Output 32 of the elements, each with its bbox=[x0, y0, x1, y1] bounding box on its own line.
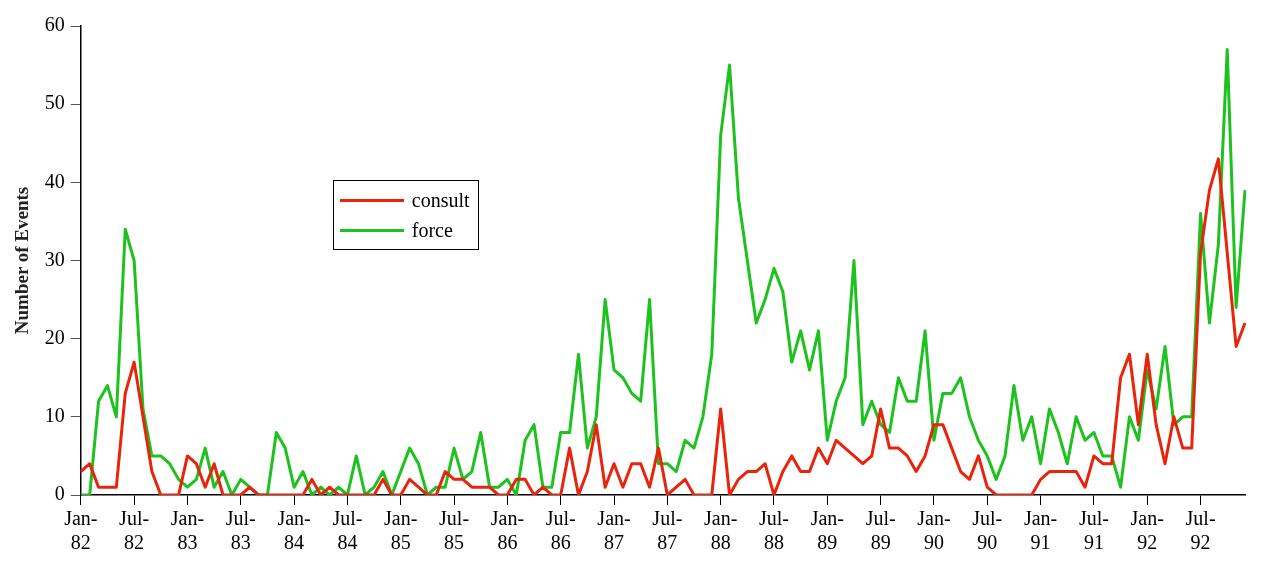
y-tick-label: 60 bbox=[44, 13, 65, 36]
y-tick-label: 50 bbox=[44, 91, 65, 114]
y-tick-label: 10 bbox=[44, 404, 65, 427]
x-tick-label: Jul-89 bbox=[865, 507, 896, 554]
x-tick-label: Jan-85 bbox=[384, 507, 418, 554]
x-tick-label: Jan-91 bbox=[1023, 507, 1058, 554]
y-tick-label: 30 bbox=[44, 247, 65, 270]
x-tick-label: Jul-90 bbox=[972, 507, 1003, 554]
x-tick-label: Jul-88 bbox=[758, 507, 789, 554]
legend-label: force bbox=[411, 218, 453, 242]
y-axis-title: Number of Events bbox=[11, 186, 33, 335]
y-tick-label: 20 bbox=[44, 325, 65, 348]
y-tick-label: 0 bbox=[54, 482, 65, 505]
x-tick-label: Jan-90 bbox=[917, 507, 951, 554]
x-tick-label: Jan-89 bbox=[810, 507, 844, 554]
legend-label: consult bbox=[411, 188, 470, 212]
x-tick-label: Jul-91 bbox=[1078, 507, 1109, 554]
x-tick-label: Jul-86 bbox=[545, 507, 576, 554]
x-tick-label: Jul-84 bbox=[332, 507, 363, 554]
x-tick-label: Jul-87 bbox=[652, 507, 683, 554]
x-tick-label: Jan-84 bbox=[277, 507, 311, 554]
x-tick-label: Jan-83 bbox=[170, 507, 205, 554]
x-tick-label: Jul-85 bbox=[439, 507, 470, 554]
x-tick-label: Jul-82 bbox=[119, 507, 150, 554]
x-tick-label: Jan-87 bbox=[597, 507, 631, 554]
x-tick-label: Jan-88 bbox=[704, 507, 738, 554]
x-tick-label: Jul-92 bbox=[1185, 507, 1216, 554]
x-tick-label: Jul-83 bbox=[225, 507, 256, 554]
x-tick-label: Jan-86 bbox=[490, 507, 525, 554]
y-tick-label: 40 bbox=[44, 169, 65, 192]
x-tick-label: Jan-82 bbox=[64, 507, 98, 554]
x-tick-label: Jan-92 bbox=[1130, 507, 1164, 554]
